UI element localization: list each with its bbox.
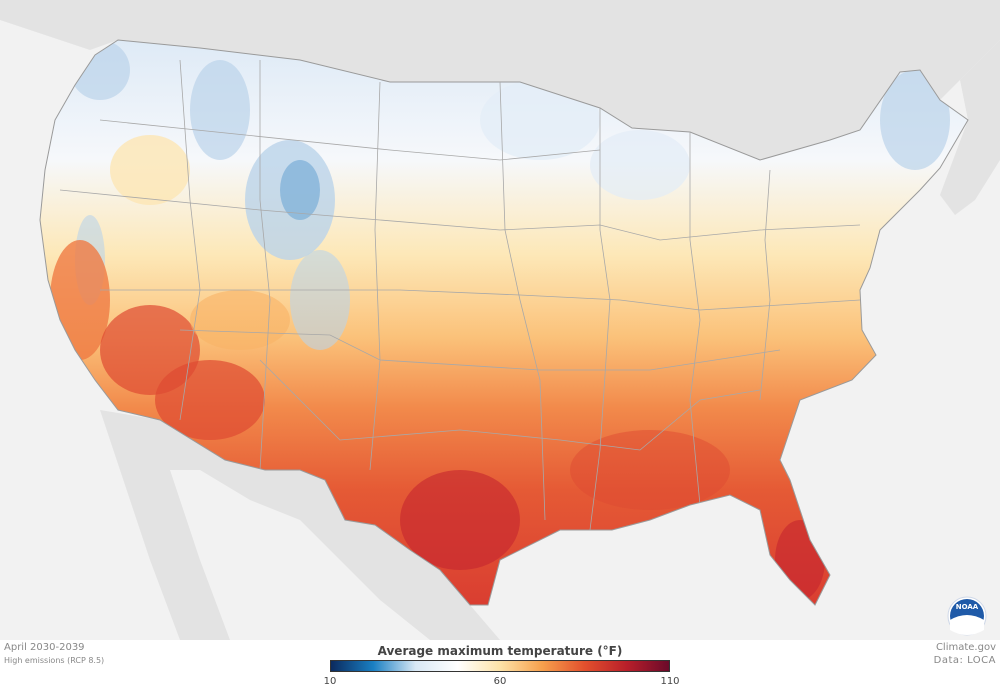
legend-tick-max: 110 [660,676,680,687]
legend-tick-min: 10 [323,676,337,687]
atlantic-land [940,40,1000,215]
mexico-land [100,410,500,640]
legend-color-bar [330,660,670,672]
legend-tick-mid: 60 [493,676,507,687]
legend-title: Average maximum temperature (°F) [377,644,623,658]
data-source: Data: LOCA [933,655,996,666]
footer: April 2030-2039 High emissions (RCP 8.5)… [0,640,1000,690]
site-credit: Climate.gov [935,642,996,653]
emissions-scenario: High emissions (RCP 8.5) [4,656,105,665]
temperature-map: NOAA [0,0,1000,640]
noaa-logo: NOAA [947,596,987,636]
noaa-logo-text: NOAA [956,603,979,611]
canada-land [0,0,1000,160]
time-period: April 2030-2039 [4,642,85,653]
